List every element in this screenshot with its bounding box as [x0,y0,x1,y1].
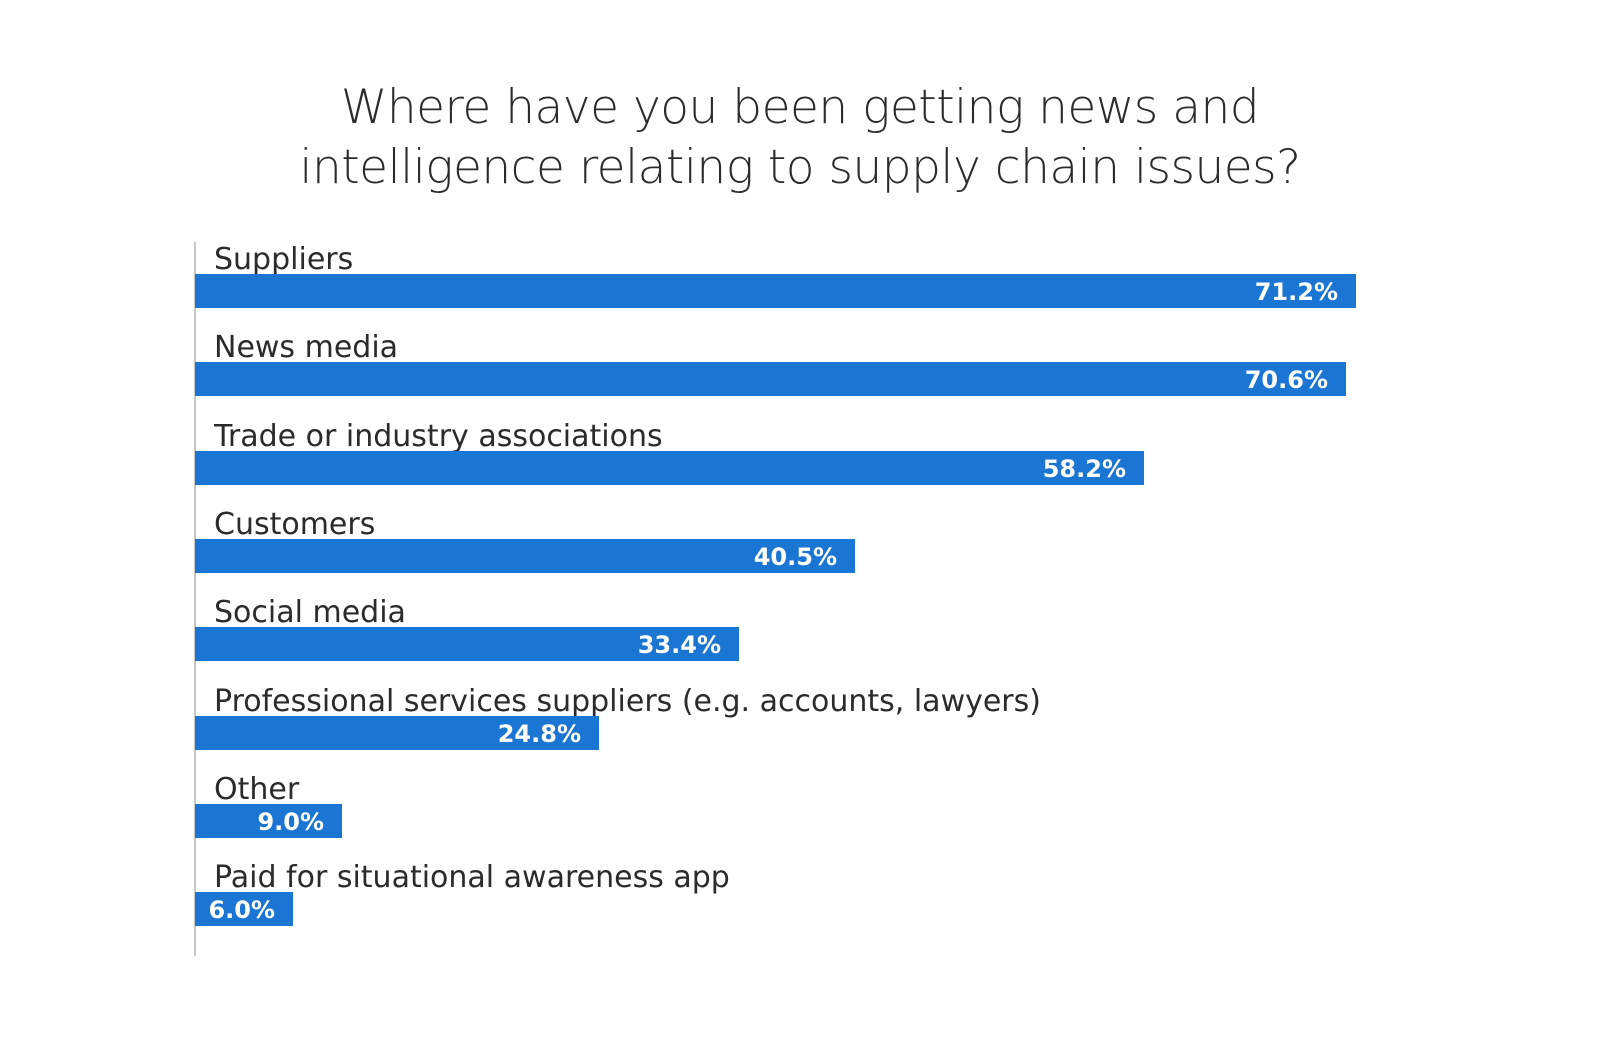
bar-value-label: 40.5% [753,543,837,571]
bar: 9.0% [195,804,342,838]
bar-row: Paid for situational awareness app 6.0% [194,860,1494,948]
bar-category-label: Trade or industry associations [214,419,663,454]
chart-title: Where have you been getting news and int… [0,78,1600,198]
bar-category-label: Social media [214,595,406,630]
bar: 40.5% [195,539,855,573]
bar-value-label: 58.2% [1042,455,1126,483]
bar: 24.8% [195,716,599,750]
bar-category-label: Suppliers [214,242,354,277]
bar-value-label: 6.0% [208,896,275,924]
bar: 71.2% [195,274,1356,308]
bar-row: Trade or industry associations 58.2% [194,419,1494,507]
bar-row: Other 9.0% [194,772,1494,860]
bar-category-label: News media [214,330,399,365]
bar-category-label: Paid for situational awareness app [214,860,730,895]
bar-chart-plot-area: Suppliers 71.2% News media 70.6% Trade or in… [194,242,1494,956]
bar-row: Professional services suppliers (e.g. ac… [194,684,1494,772]
bar-value-label: 33.4% [637,631,721,659]
bar-value-label: 71.2% [1254,278,1338,306]
bar-row: Customers 40.5% [194,507,1494,595]
bar-value-label: 9.0% [257,808,324,836]
chart-title-line-1: Where have you been getting news and [340,80,1260,135]
chart-title-line-2: intelligence relating to supply chain is… [299,140,1301,195]
bar-value-label: 70.6% [1244,366,1328,394]
bar: 33.4% [195,627,739,661]
bar: 70.6% [195,362,1346,396]
bar-value-label: 24.8% [497,720,581,748]
bar-category-label: Other [214,772,300,807]
bar-row: Social media 33.4% [194,595,1494,683]
bar: 6.0% [195,892,293,926]
category-axis-line [194,242,196,956]
bar-category-label: Professional services suppliers (e.g. ac… [214,684,1041,719]
bar-category-label: Customers [214,507,376,542]
bar: 58.2% [195,451,1144,485]
bar-row: News media 70.6% [194,330,1494,418]
bar-row: Suppliers 71.2% [194,242,1494,330]
